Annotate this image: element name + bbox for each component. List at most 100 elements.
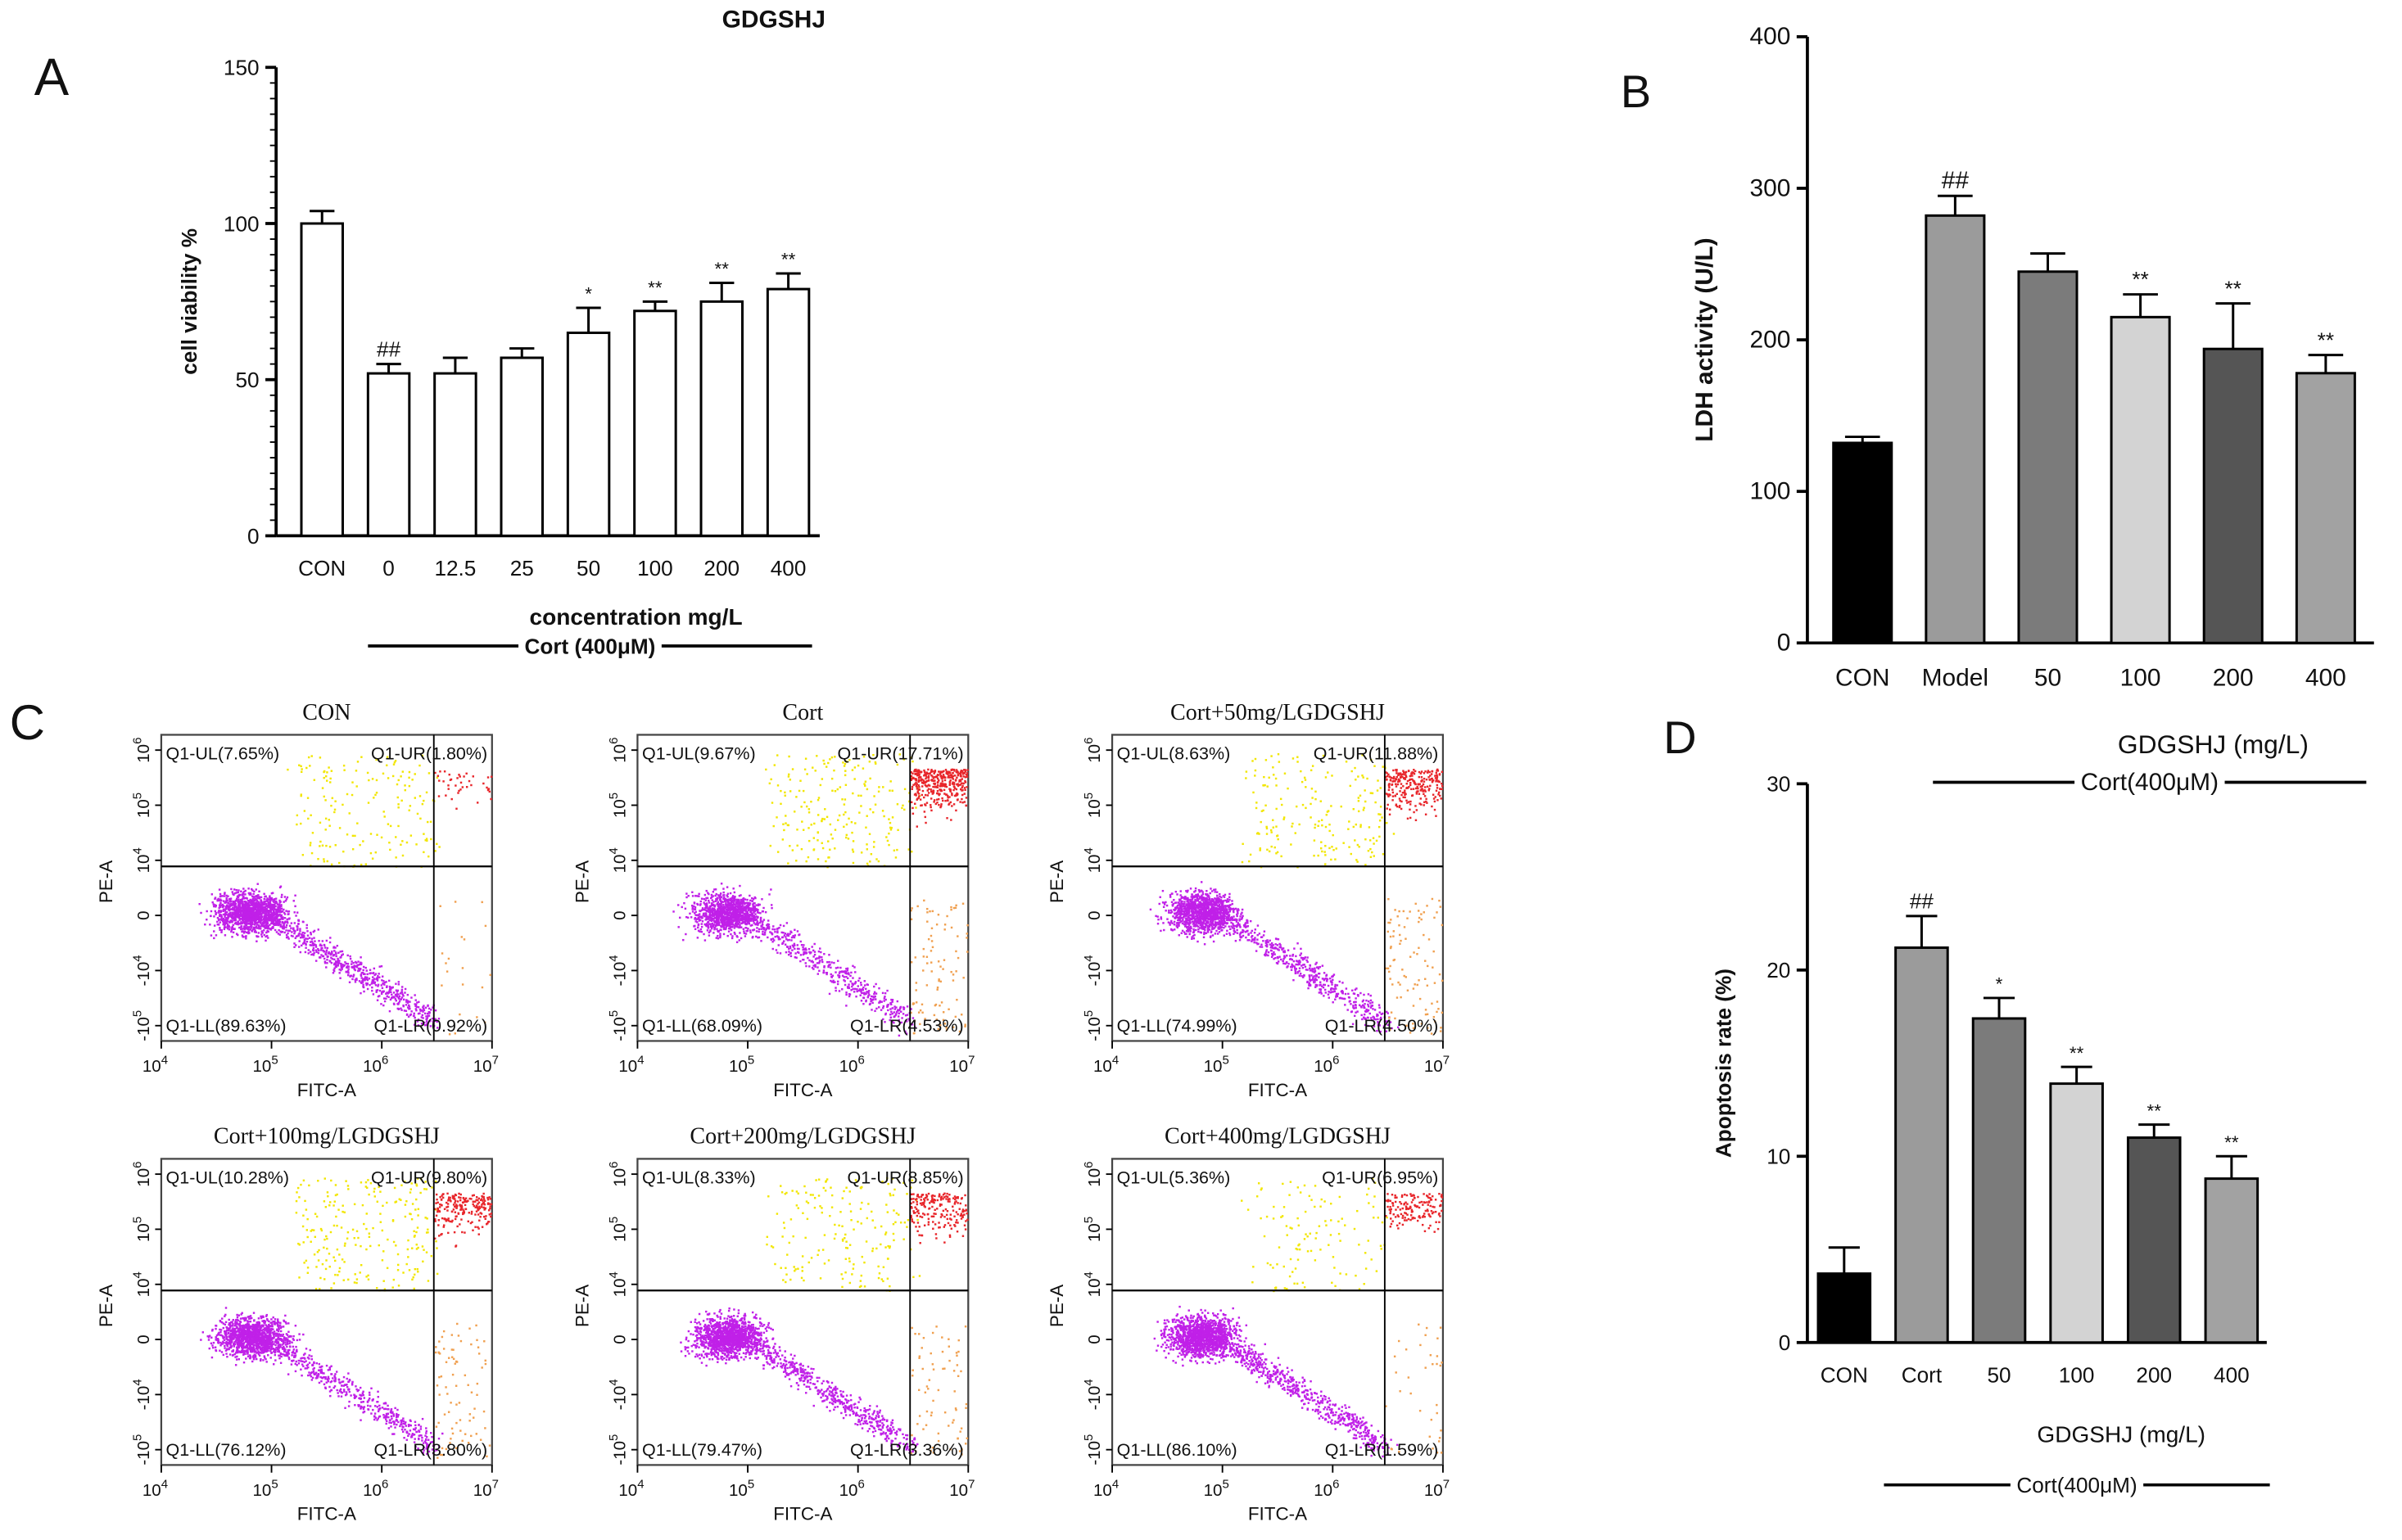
point-ll xyxy=(1197,931,1199,933)
point-ll xyxy=(712,891,714,892)
point-ll xyxy=(721,901,722,902)
point-ll xyxy=(355,981,356,982)
point-ll xyxy=(785,938,787,940)
point-ll xyxy=(822,972,824,973)
point-ul xyxy=(402,770,404,772)
point-ul xyxy=(427,821,428,823)
point-ll xyxy=(312,953,314,955)
point-ll xyxy=(873,996,875,998)
point-ll xyxy=(734,924,735,926)
point-lr xyxy=(915,989,916,991)
point-ur xyxy=(918,771,920,773)
point-ll xyxy=(886,990,888,991)
point-ll xyxy=(264,898,265,900)
point-ll xyxy=(823,966,825,968)
point-ll xyxy=(839,975,840,977)
point-ur xyxy=(926,802,928,803)
point-ll xyxy=(338,972,340,973)
bar-50 xyxy=(568,332,608,535)
point-ll xyxy=(811,946,812,947)
x-tick-label: 106 xyxy=(363,1053,388,1075)
group-label: Cort(400μM) xyxy=(2081,769,2219,796)
point-ur xyxy=(490,798,491,800)
point-ur xyxy=(934,799,935,801)
point-ll xyxy=(1309,976,1310,978)
point-ul xyxy=(375,851,377,853)
point-ll xyxy=(324,960,326,962)
point-ul xyxy=(804,769,806,770)
point-ul xyxy=(388,842,390,843)
point-ll xyxy=(401,996,403,998)
point-ul xyxy=(889,822,891,824)
point-ur xyxy=(924,771,925,773)
point-ul xyxy=(365,863,367,865)
point-ll xyxy=(716,937,717,938)
point-ll xyxy=(366,969,368,971)
point-ul xyxy=(889,789,890,791)
point-ul xyxy=(888,833,889,834)
point-ll xyxy=(729,910,731,912)
point-ll xyxy=(826,961,828,963)
point-ul xyxy=(865,827,866,829)
point-ll xyxy=(314,940,315,942)
point-ur xyxy=(470,784,472,786)
point-ul xyxy=(415,843,417,845)
point-ll xyxy=(366,973,368,975)
point-ll xyxy=(785,951,787,953)
point-ur xyxy=(966,774,967,775)
point-ll xyxy=(1165,910,1166,911)
point-ll xyxy=(269,895,270,896)
point-ul xyxy=(807,856,809,858)
point-ul xyxy=(325,845,327,847)
point-ll xyxy=(360,992,361,994)
point-ll xyxy=(243,921,245,923)
point-ll xyxy=(387,996,388,997)
point-ll xyxy=(902,1013,904,1014)
point-ll xyxy=(249,910,251,911)
point-ll xyxy=(312,949,314,951)
point-ll xyxy=(243,908,245,910)
point-ll xyxy=(687,917,689,919)
point-ll xyxy=(775,936,776,937)
point-ul xyxy=(370,852,372,854)
point-ll xyxy=(845,973,847,974)
point-ll xyxy=(372,976,373,978)
point-ll xyxy=(211,893,213,895)
point-ur xyxy=(921,794,923,796)
y-tick-label: 0 xyxy=(1777,630,1791,657)
point-ll xyxy=(223,919,224,921)
point-ll xyxy=(256,936,258,937)
point-ul xyxy=(889,780,891,782)
point-ur xyxy=(437,775,439,777)
point-ll xyxy=(789,946,791,947)
point-ur xyxy=(911,807,913,809)
point-ll xyxy=(396,996,398,997)
point-ll xyxy=(293,946,295,948)
point-ll xyxy=(719,933,721,934)
point-ul xyxy=(434,850,436,851)
point-ul xyxy=(381,837,382,838)
point-ul xyxy=(789,779,791,780)
point-ll xyxy=(893,1005,895,1007)
point-ll xyxy=(803,954,804,955)
point-ll xyxy=(287,930,289,932)
point-ur xyxy=(953,770,955,771)
point-ll xyxy=(219,927,220,928)
point-ll xyxy=(278,922,280,924)
point-ll xyxy=(771,933,773,935)
point-ll xyxy=(837,967,839,969)
point-ll xyxy=(251,926,252,928)
point-ll xyxy=(856,991,857,992)
point-ll xyxy=(884,1013,886,1014)
point-ll xyxy=(745,905,747,907)
point-ll xyxy=(842,975,844,977)
point-ll xyxy=(318,940,319,942)
point-lr xyxy=(923,948,925,950)
point-ll xyxy=(264,915,265,917)
point-ll xyxy=(242,905,243,906)
point-ul xyxy=(823,763,825,765)
point-ll xyxy=(722,887,724,889)
significance-mark: ** xyxy=(648,278,663,298)
point-ll xyxy=(260,910,262,911)
point-ll xyxy=(351,975,352,977)
